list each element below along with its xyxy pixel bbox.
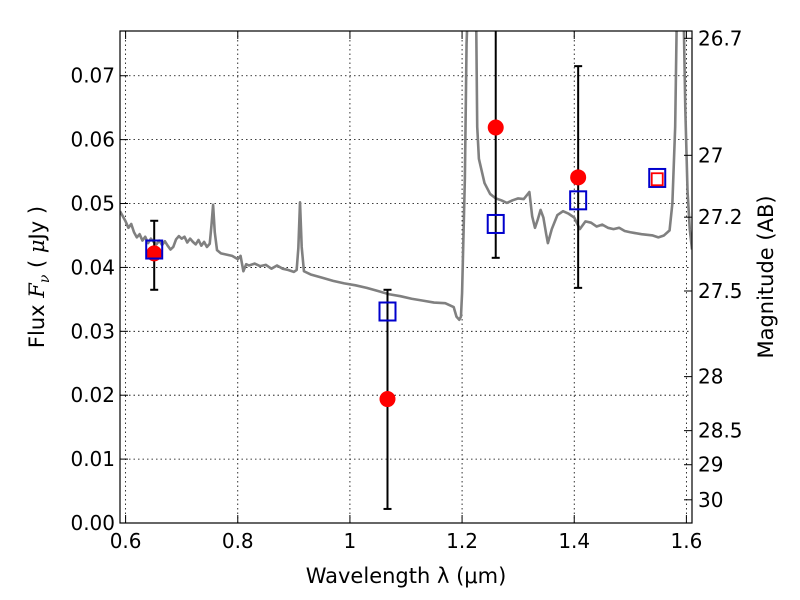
observed-flux-point — [570, 169, 587, 186]
observed-flux-point — [379, 391, 396, 408]
y2-tick-label: 26.7 — [698, 26, 743, 50]
y-axis-label-symbol: F — [25, 282, 49, 299]
y-axis-label-subscript: ν — [37, 274, 53, 283]
model-flux-square — [648, 167, 667, 188]
y2-tick-label: 27.5 — [698, 279, 743, 303]
model-flux-square — [569, 190, 588, 211]
x-axis-label: Wavelength λ (μm) — [306, 564, 507, 588]
model-flux-square — [378, 301, 397, 322]
y2-tick-label: 30 — [698, 488, 723, 512]
y-tick-label: 0.07 — [70, 64, 115, 88]
model-spectrum-line — [120, 31, 692, 322]
y2-tick-label: 27 — [698, 143, 723, 167]
x-tick-label: 0.6 — [110, 529, 142, 553]
y-tick-label: 0.00 — [70, 511, 115, 535]
model-flux-square — [486, 213, 505, 234]
y-tick-label: 0.06 — [70, 128, 115, 152]
error-bars — [145, 31, 667, 510]
axis-ticks: 0.6 0.8 1 1.2 1.4 1.6 0.00 0.01 0.02 0.03 0.04 0.05… — [70, 26, 742, 553]
y-tick-label: 0.01 — [70, 447, 115, 471]
x-tick-label: 0.8 — [222, 529, 254, 553]
x-tick-label: 1.2 — [446, 529, 478, 553]
x-tick-label: 1.6 — [670, 529, 702, 553]
y-tick-label: 0.04 — [70, 255, 115, 279]
model-flux-square — [145, 239, 164, 260]
y-tick-label: 0.03 — [70, 319, 115, 343]
y-axis-label: Flux Fν ( μJy ) — [25, 206, 53, 348]
observed-flux-point — [487, 119, 504, 136]
y2-tick-label: 28.5 — [698, 419, 743, 443]
x-tick-label: 1.4 — [558, 529, 590, 553]
grid-lines — [120, 31, 692, 524]
y2-axis-label: Magnitude (AB) — [754, 195, 778, 358]
y-tick-label: 0.05 — [70, 192, 115, 216]
y2-tick-label: 29 — [698, 453, 723, 477]
y-tick-label: 0.02 — [70, 383, 115, 407]
upper-limit-square — [650, 172, 664, 187]
y2-tick-label: 27.2 — [698, 205, 743, 229]
y-axis-label-pre: Flux — [25, 298, 49, 348]
plot-area — [120, 31, 692, 322]
y-axis-label-mid: ( — [25, 253, 49, 275]
y2-tick-label: 28 — [698, 365, 723, 389]
y-axis-label-unit-symbol: μ — [25, 239, 49, 253]
x-tick-label: 1 — [344, 529, 357, 553]
y-axis-label-post: Jy ) — [25, 206, 49, 242]
plot-frame — [119, 30, 693, 524]
